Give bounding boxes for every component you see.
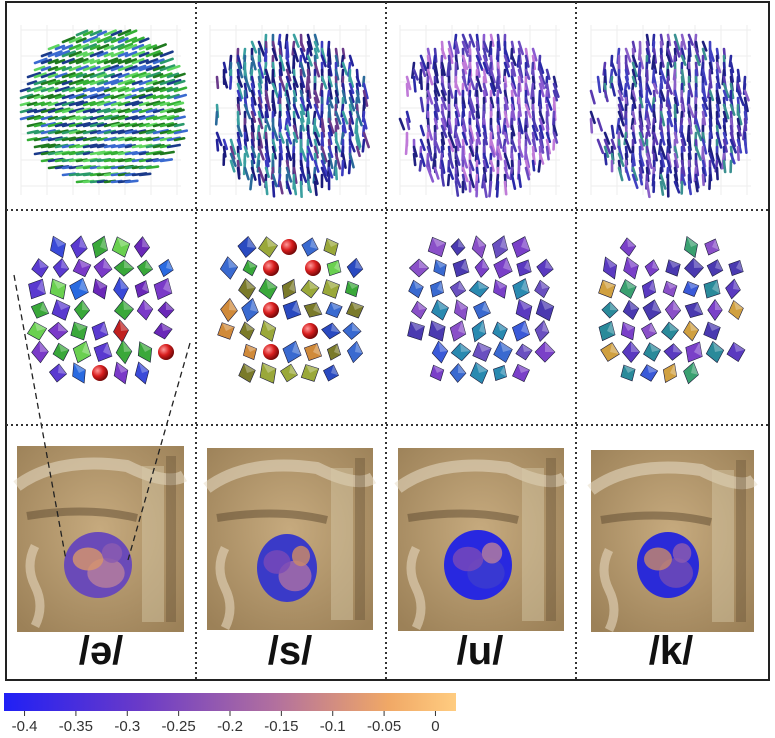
colorbar [4,693,456,711]
colorbar-tick-label: -0.2 [217,718,243,735]
mri-image [587,450,758,633]
fiber-field [19,25,189,195]
mri-overlay-row [13,446,758,633]
colorbar-tick-label: -0.4 [12,718,38,735]
grid-dividers [6,2,769,680]
colorbar-tick-label: -0.15 [264,718,298,735]
colorbar-tick-label: -0.1 [320,718,346,735]
mri-image [203,448,377,631]
colorbar-tick-label: -0.3 [114,718,140,735]
colorbar-tick-label: -0.35 [59,718,93,735]
fiber-field [589,25,751,199]
mri-image [13,446,188,632]
tensor-glyph-field [598,236,746,385]
phoneme-label: /ə/ [79,629,123,673]
tongue-strain-overlay [637,532,699,598]
colorbar-tick-label: -0.25 [162,718,196,735]
tongue-strain-overlay [257,534,317,602]
tensor-glyph-field [26,235,175,385]
phoneme-label: /u/ [457,629,504,673]
fiber-field [209,25,370,199]
tongue-strain-overlay [64,532,132,598]
mri-image [394,448,568,631]
tongue-strain-overlay [444,530,512,600]
phoneme-label: /k/ [649,629,693,673]
fiber-field-row [19,25,751,199]
tensor-glyph-field [217,235,365,384]
grid-frame [5,1,770,681]
tensor-glyph-row [26,235,746,385]
colorbar-tick-label: -0.05 [367,718,401,735]
colorbar-ticks: -0.4 -0.35 -0.3 -0.25 -0.2 -0.15 -0.1 -0.05 0 [12,711,440,735]
phoneme-label: /s/ [268,629,312,673]
colorbar-tick-label: 0 [431,718,439,735]
fiber-field [398,25,560,199]
zoom-connector-lines [13,274,191,561]
tensor-glyph-field [407,235,556,385]
